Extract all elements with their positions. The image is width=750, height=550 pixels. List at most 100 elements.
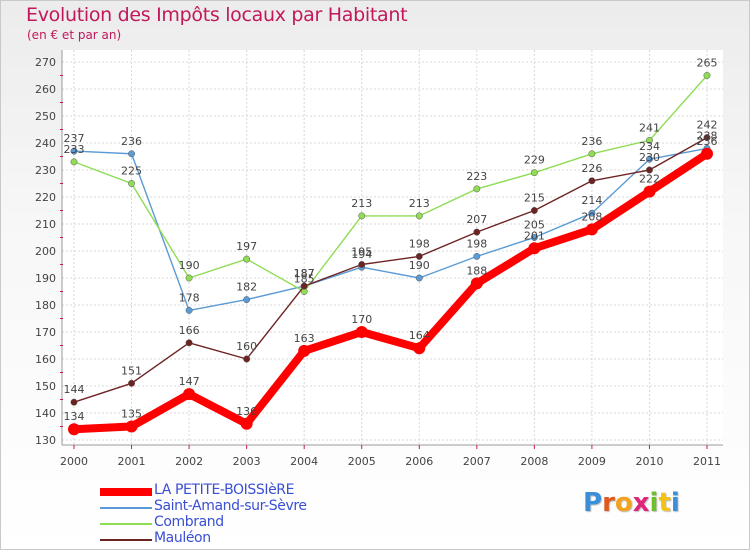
data-point (703, 134, 711, 142)
x-tick-label: 2005 (348, 455, 376, 468)
data-label: 233 (64, 143, 85, 156)
data-label: 238 (697, 129, 718, 142)
proxiti-logo: Proxiti (583, 488, 680, 518)
logo-letter: i (649, 488, 659, 518)
data-point (703, 72, 711, 79)
data-label: 160 (236, 340, 257, 353)
data-label: 187 (294, 267, 315, 280)
data-label: 170 (351, 313, 372, 326)
data-point (470, 277, 483, 290)
data-label: 188 (466, 264, 487, 277)
logo-letter: o (614, 488, 633, 518)
chart-series (68, 72, 713, 436)
data-point (530, 169, 538, 177)
y-tick-label: 170 (35, 326, 56, 339)
x-tick-label: 2010 (635, 455, 663, 468)
legend-swatch (100, 523, 152, 525)
data-point (70, 158, 78, 166)
data-label: 163 (294, 332, 315, 345)
logo-letter: x (632, 488, 650, 518)
y-tick-label: 260 (35, 83, 56, 96)
data-point (185, 274, 193, 282)
series-line-2 (73, 74, 708, 293)
y-tick-label: 180 (35, 299, 56, 312)
legend-item: Saint-Amand-sur-Sèvre (100, 498, 360, 516)
x-tick-label: 2003 (233, 455, 261, 468)
data-point (185, 339, 193, 347)
data-label: 190 (409, 259, 430, 272)
data-point (585, 223, 598, 236)
legend-item: Combrand (100, 514, 360, 532)
logo-letter: r (602, 488, 615, 518)
data-point (643, 185, 656, 198)
logo-letter: i (670, 488, 680, 518)
data-point (473, 185, 481, 193)
series-line-1 (73, 147, 708, 312)
x-tick-label: 2007 (463, 455, 491, 468)
data-label: 234 (639, 140, 660, 153)
data-label: 166 (179, 324, 200, 337)
chart-subtitle: (en € et par an) (27, 28, 122, 42)
x-tick-label: 2008 (520, 455, 548, 468)
data-label: 225 (121, 165, 142, 178)
data-label: 134 (64, 410, 85, 423)
data-label: 182 (236, 281, 257, 294)
data-label: 242 (697, 119, 718, 132)
data-point (243, 355, 251, 363)
data-point (530, 234, 538, 241)
legend-item: Mauléon (100, 530, 360, 548)
legend-label: Combrand (154, 514, 224, 530)
data-label: 144 (64, 383, 85, 396)
logo-letter: P (583, 488, 603, 518)
data-point (473, 252, 481, 260)
data-point (646, 166, 653, 174)
data-label: 198 (409, 237, 430, 250)
data-point (701, 147, 713, 160)
data-label: 213 (409, 197, 430, 210)
data-label: 151 (121, 364, 142, 377)
legend-swatch (100, 539, 152, 541)
data-label: 197 (236, 240, 257, 253)
data-point (588, 209, 596, 217)
y-tick-label: 140 (35, 407, 56, 420)
data-label: 265 (697, 57, 718, 70)
data-label: 178 (179, 291, 200, 304)
data-point (588, 177, 596, 185)
data-point (298, 344, 311, 357)
data-point (125, 420, 138, 433)
chart-grid (62, 50, 723, 445)
data-point (646, 155, 653, 163)
x-tick-label: 2000 (60, 455, 88, 468)
data-point (70, 147, 78, 155)
data-label: 222 (639, 173, 660, 186)
legend-swatch (100, 507, 152, 509)
data-point (185, 306, 193, 314)
chart-axes (61, 50, 723, 446)
data-point (68, 423, 80, 436)
y-tick-label: 270 (35, 56, 56, 69)
legend-item: LA PETITE-BOISSIèRE (100, 482, 360, 500)
y-tick-label: 160 (35, 353, 56, 366)
data-label: 190 (179, 259, 200, 272)
data-label: 136 (236, 405, 257, 418)
y-tick-label: 250 (35, 110, 56, 123)
data-point (646, 136, 653, 144)
data-label: 230 (639, 151, 660, 164)
x-tick-label: 2009 (578, 455, 606, 468)
data-label: 223 (466, 170, 487, 183)
data-point (588, 150, 596, 158)
data-label: 236 (581, 135, 602, 148)
y-tick-label: 220 (35, 191, 56, 204)
data-point (128, 180, 135, 187)
series-line-0 (70, 149, 711, 434)
data-label: 207 (466, 213, 487, 226)
data-point (240, 417, 253, 430)
data-label: 208 (581, 210, 602, 223)
y-tick-label: 130 (35, 434, 56, 447)
data-point (528, 242, 541, 255)
x-axis-ticks: 2000 2001 2002 2003 2004 2005 2006 2007 2008 2009… (60, 445, 721, 468)
y-tick-label: 150 (35, 380, 56, 393)
legend-label: LA PETITE-BOISSIèRE (154, 482, 295, 498)
y-tick-label: 200 (35, 245, 56, 258)
